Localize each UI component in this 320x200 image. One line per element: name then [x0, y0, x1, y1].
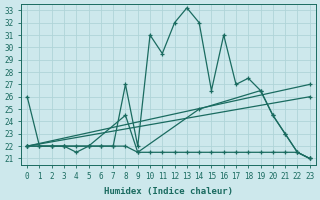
X-axis label: Humidex (Indice chaleur): Humidex (Indice chaleur) [104, 187, 233, 196]
